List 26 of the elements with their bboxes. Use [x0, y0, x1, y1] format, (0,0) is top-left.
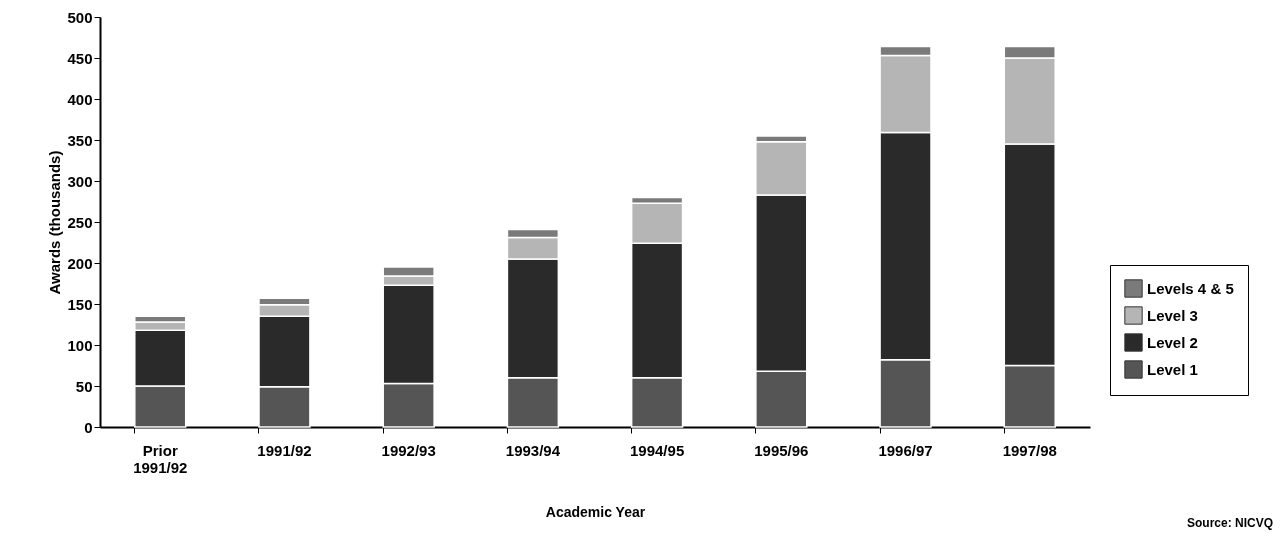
legend-label: Level 1 — [1147, 360, 1198, 378]
y-tick-label: 250 — [67, 213, 93, 231]
y-tick-label: 350 — [67, 131, 93, 149]
x-tick-label: 1993/94 — [505, 441, 561, 459]
y-tick-label: 50 — [75, 377, 93, 395]
x-tick-label: Prior 1991/92 — [133, 441, 188, 476]
x-tick-label: 1997/98 — [1002, 441, 1057, 459]
x-tick-label: 1994/95 — [629, 441, 685, 459]
y-axis-title: Awards (thousands) — [46, 150, 64, 295]
y-tick-label: 0 — [84, 418, 93, 436]
y-tick-label: 450 — [67, 49, 93, 67]
x-tick-label: 1992/93 — [381, 441, 436, 459]
y-tick-label: 300 — [67, 172, 93, 190]
y-tick-label: 100 — [67, 336, 93, 354]
y-tick-label: 150 — [67, 295, 93, 313]
legend-label: Level 2 — [1147, 333, 1198, 351]
x-tick-label: 1991/92 — [257, 441, 312, 459]
y-tick-label: 200 — [67, 254, 93, 272]
source-note: Source: NICVQ — [1186, 516, 1273, 530]
y-tick-label: 500 — [67, 8, 93, 26]
x-axis-title: Academic Year — [545, 503, 646, 520]
x-tick-label: 1996/97 — [878, 441, 933, 459]
legend-label: Level 3 — [1147, 306, 1198, 324]
legend-label: Levels 4 & 5 — [1147, 279, 1234, 297]
y-tick-label: 400 — [67, 90, 93, 108]
x-tick-label: 1995/96 — [754, 441, 809, 459]
